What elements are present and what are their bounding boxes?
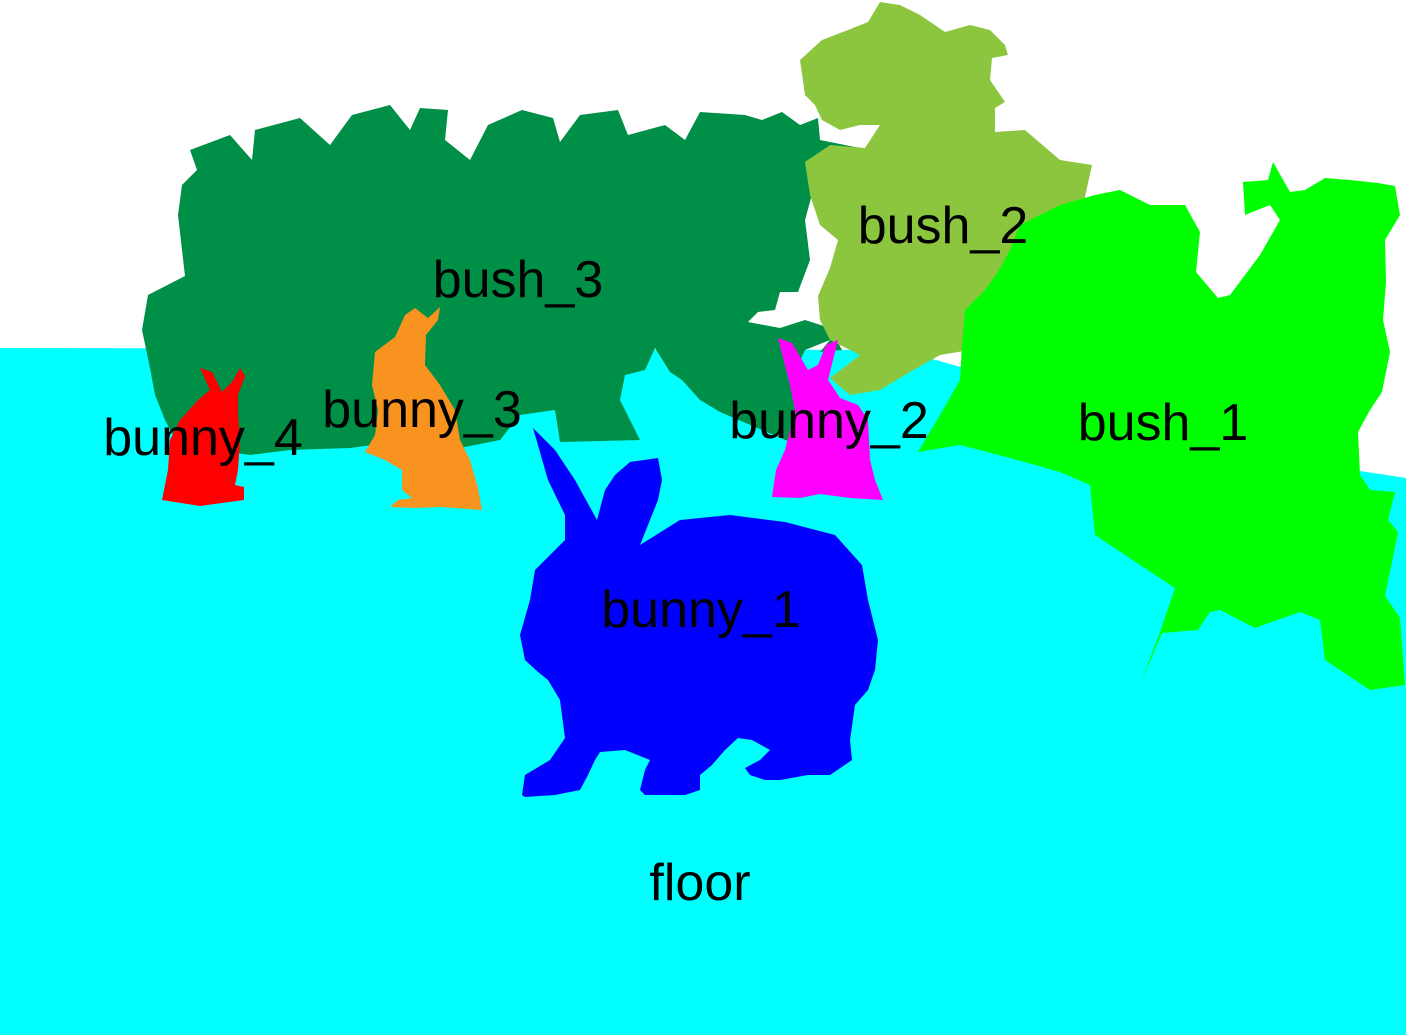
bush-1-label: bush_1 [1078,394,1249,452]
bunny-4-region [162,368,245,506]
bush-1-region [918,162,1405,690]
bush-3-label: bush_3 [433,251,604,309]
bunny-1-label: bunny_1 [601,581,801,639]
bush-3-region [142,105,860,455]
bunny-2-label: bunny_2 [729,392,929,450]
bunny-2-region [772,338,883,500]
bunny-4-label: bunny_4 [103,409,303,467]
bunny-1-region [520,428,878,797]
bush-2-label: bush_2 [858,197,1029,255]
floor-label: floor [649,854,750,912]
bunny-3-region [365,307,482,510]
bush-2-region [800,2,1092,395]
bunny-3-label: bunny_3 [322,381,522,439]
